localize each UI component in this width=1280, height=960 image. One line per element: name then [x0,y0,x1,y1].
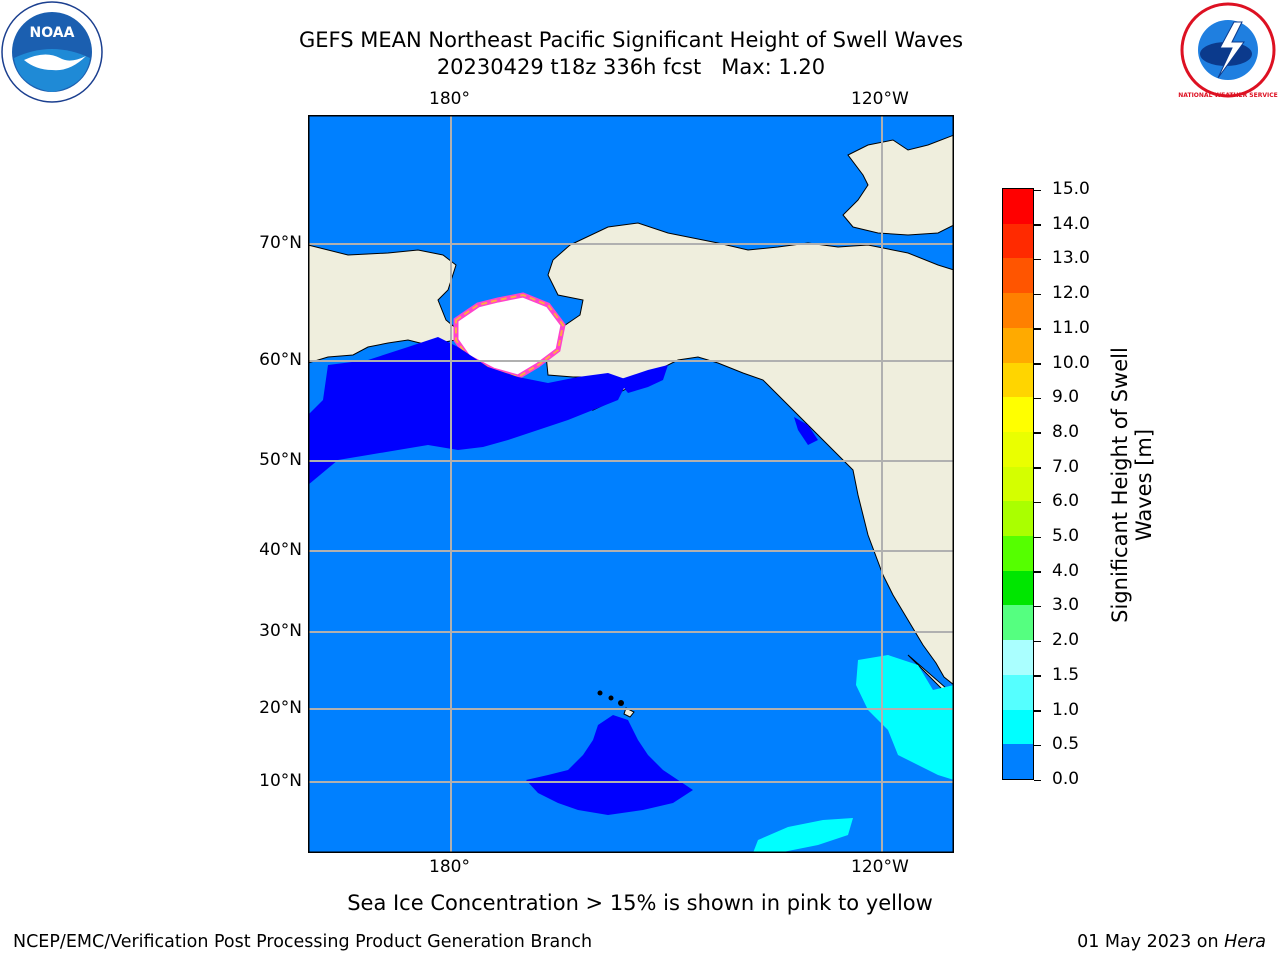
hawaii-island-2 [608,695,614,701]
colorbar-cell [1003,327,1033,363]
colorbar-label: 1.5 [1052,664,1080,685]
colorbar-label: 6.0 [1052,491,1080,512]
colorbar-cell [1003,709,1033,745]
bottom-lon-label-180: 180° [429,857,470,877]
colorbar-tick [1034,363,1041,365]
hawaii-island-1 [597,690,603,696]
map-title: GEFS MEAN Northeast Pacific Significant … [298,28,964,52]
top-lon-label-120w: 120°W [851,89,909,109]
colorbar-cell [1003,640,1033,675]
hawaii-island-big [623,707,635,718]
colorbar-label: 3.0 [1052,595,1080,616]
lat-label-60n: 60°N [259,350,302,370]
nws-logo-text: NATIONAL WEATHER SERVICE [1178,92,1277,99]
colorbar-cell [1003,744,1033,779]
footer-date: 01 May 2023 on Hera [1077,932,1266,952]
map-panel [307,115,955,853]
hawaii-island-3 [618,700,624,706]
colorbar-title-line1: Significant Height of Swell [1108,347,1132,623]
nws-logo: NATIONAL WEATHER SERVICE [1178,0,1280,100]
footer-branch: NCEP/EMC/Verification Post Processing Pr… [13,932,593,952]
colorbar-tick [1034,710,1041,712]
colorbar-tick [1034,467,1041,469]
colorbar-tick [1034,779,1041,781]
noaa-logo-text: NOAA [30,25,75,41]
colorbar-cell [1003,189,1033,224]
colorbar-label: 0.0 [1052,769,1080,789]
colorbar-cell [1003,223,1033,259]
map-subtitle: 20230429 t18z 336h fcst Max: 1.20 [436,55,826,79]
colorbar-tick [1034,224,1041,226]
colorbar-cell [1003,536,1033,571]
ocean-low-hawaii [526,715,693,815]
colorbar-tick [1034,571,1041,573]
colorbar-tick [1034,640,1041,643]
colorbar-title-line2: Waves [m] [1132,428,1156,542]
swell-high-east [856,655,954,780]
colorbar-label: 0.5 [1052,734,1080,755]
top-lon-label-180: 180° [429,89,470,109]
bottom-lon-label-120w: 120°W [851,857,909,877]
gridlines [308,115,954,853]
colorbar-cell [1003,605,1033,641]
colorbar-label: 13.0 [1052,248,1090,269]
colorbar-label: 7.0 [1052,456,1080,477]
colorbar-cell [1003,674,1033,710]
colorbar-tick [1034,258,1041,261]
footer-date-text: 01 May 2023 on [1077,932,1225,952]
colorbar [1002,188,1034,780]
colorbar-cell [1003,466,1033,502]
colorbar-label: 9.0 [1052,387,1080,408]
colorbar-title-wrap: Significant Height of Swell Waves [m] [1102,280,1162,690]
colorbar-cell [1003,570,1033,606]
colorbar-label: 2.0 [1052,630,1080,651]
map-svg [307,115,955,853]
colorbar-tick [1034,605,1041,608]
swell-high-south [753,818,853,853]
colorbar-tick [1034,501,1041,504]
colorbar-cell [1003,501,1033,537]
colorbar-title: Significant Height of Swell Waves [m] [1108,280,1156,690]
noaa-logo: NOAA [0,0,104,104]
sea-ice-note: Sea Ice Concentration > 15% is shown in … [347,891,933,915]
colorbar-tick [1034,536,1041,539]
colorbar-tick [1034,432,1041,434]
lat-label-10n: 10°N [259,771,302,791]
colorbar-label: 12.0 [1052,283,1090,304]
ocean-low-nw-coast [794,417,818,445]
colorbar-label: 10.0 [1052,352,1090,373]
ocean-low-coast [618,365,668,393]
colorbar-tick [1034,189,1041,191]
colorbar-label: 11.0 [1052,317,1090,338]
lat-label-30n: 30°N [259,621,302,641]
land-arctic-islands [842,134,955,236]
colorbar-cell [1003,258,1033,294]
colorbar-cell [1003,362,1033,398]
colorbar-label: 8.0 [1052,421,1080,442]
ocean-low-bering [308,337,628,485]
lat-label-50n: 50°N [259,450,302,470]
colorbar-tick [1034,328,1041,330]
colorbar-label: 5.0 [1052,526,1080,547]
colorbar-label: 14.0 [1052,213,1090,234]
colorbar-cell [1003,397,1033,432]
footer-machine: Hera [1224,932,1266,952]
colorbar-tick [1034,744,1041,747]
colorbar-tick [1034,293,1041,296]
colorbar-cell [1003,431,1033,467]
map-frame [308,115,954,853]
colorbar-label: 15.0 [1052,179,1090,199]
lat-label-70n: 70°N [259,233,302,253]
lat-label-40n: 40°N [259,540,302,560]
lat-label-20n: 20°N [259,698,302,718]
colorbar-tick [1034,675,1041,677]
colorbar-label: 1.0 [1052,699,1080,720]
colorbar-cell [1003,293,1033,328]
colorbar-label: 4.0 [1052,560,1080,581]
colorbar-tick [1034,397,1041,400]
